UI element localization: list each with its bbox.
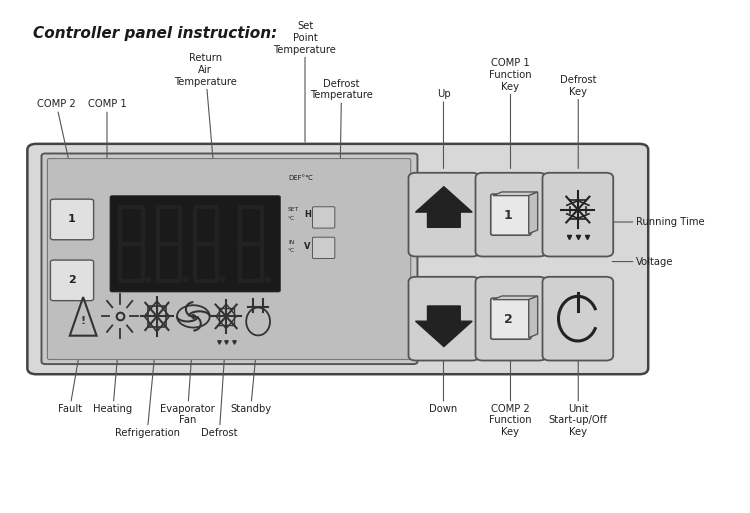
Text: Set
Point
Temperature: Set Point Temperature [274,22,337,142]
FancyBboxPatch shape [50,260,94,301]
Text: 2: 2 [68,275,76,285]
Text: COMP 2: COMP 2 [37,100,76,179]
Text: Return
Air
Temperature: Return Air Temperature [174,53,237,179]
Text: Unit
Start-up/Off
Key: Unit Start-up/Off Key [549,354,608,437]
Text: Down: Down [429,354,457,413]
Text: 1: 1 [68,214,76,225]
Text: COMP 1
Function
Key: COMP 1 Function Key [489,58,532,168]
FancyBboxPatch shape [476,277,546,361]
FancyBboxPatch shape [490,298,531,339]
FancyBboxPatch shape [47,159,411,360]
Polygon shape [493,296,538,300]
Text: Evaporator
Fan: Evaporator Fan [160,334,214,425]
FancyBboxPatch shape [50,199,94,240]
FancyBboxPatch shape [313,207,334,228]
FancyBboxPatch shape [542,277,614,361]
Polygon shape [416,306,472,347]
Text: 1: 1 [503,209,512,222]
Text: V: V [304,242,310,251]
Text: DEF°℃: DEF°℃ [288,175,313,181]
FancyBboxPatch shape [542,173,614,256]
Text: !: ! [80,317,86,326]
Text: Standby: Standby [230,334,272,413]
Text: Defrost
Temperature: Defrost Temperature [310,78,373,179]
Text: Defrost
Key: Defrost Key [560,75,596,168]
FancyBboxPatch shape [313,237,334,259]
Polygon shape [529,296,538,338]
Text: Refrigeration: Refrigeration [115,334,180,438]
Text: COMP 1: COMP 1 [88,100,126,179]
FancyBboxPatch shape [476,173,546,256]
Text: Heating: Heating [93,334,133,413]
Text: IN: IN [288,240,294,245]
Text: Fault: Fault [58,334,82,413]
Text: Defrost: Defrost [201,334,238,438]
FancyBboxPatch shape [110,195,280,292]
FancyBboxPatch shape [409,277,479,361]
Text: COMP 2
Function
Key: COMP 2 Function Key [489,354,532,437]
Text: Controller panel instruction:: Controller panel instruction: [32,26,277,41]
FancyBboxPatch shape [41,153,418,364]
Text: H: H [304,210,311,219]
Text: Voltage: Voltage [612,256,673,267]
Polygon shape [493,192,538,195]
Text: 2: 2 [503,313,512,326]
FancyBboxPatch shape [409,173,479,256]
Text: Up: Up [436,89,450,168]
Polygon shape [529,192,538,233]
Polygon shape [416,187,472,227]
FancyBboxPatch shape [27,144,648,374]
Text: SET: SET [288,207,299,212]
Text: Running Time: Running Time [612,217,704,227]
FancyBboxPatch shape [490,194,531,235]
Text: °C: °C [288,248,295,253]
Text: °C: °C [288,216,295,222]
